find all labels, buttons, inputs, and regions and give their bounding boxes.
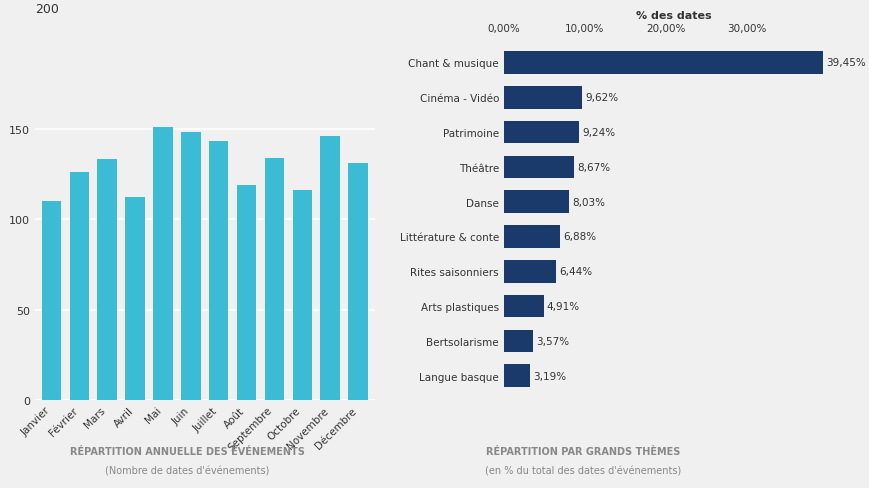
Text: 39,45%: 39,45% [826, 59, 866, 68]
Bar [209, 142, 229, 400]
Bar [125, 198, 145, 400]
Text: 8,03%: 8,03% [572, 197, 605, 207]
Text: (en % du total des dates d'événements): (en % du total des dates d'événements) [484, 466, 680, 475]
Bar [97, 160, 116, 400]
Text: 3,19%: 3,19% [533, 371, 566, 381]
Bar [236, 185, 256, 400]
Bar [503, 156, 574, 179]
Text: 9,62%: 9,62% [584, 93, 618, 103]
Bar [503, 330, 532, 352]
Text: 4,91%: 4,91% [547, 302, 580, 311]
Bar [503, 52, 822, 75]
Bar [320, 137, 340, 400]
Text: 6,88%: 6,88% [562, 232, 595, 242]
Bar [503, 261, 555, 283]
X-axis label: % des dates: % des dates [635, 11, 711, 20]
Bar [503, 225, 559, 248]
Text: 6,44%: 6,44% [559, 267, 592, 277]
Bar [264, 158, 284, 400]
Bar [503, 87, 581, 109]
Bar [153, 127, 173, 400]
Text: 3,57%: 3,57% [535, 336, 568, 346]
Bar [181, 133, 201, 400]
Bar [503, 365, 529, 387]
Text: 8,67%: 8,67% [577, 163, 610, 172]
Bar [503, 295, 543, 318]
Bar [42, 202, 61, 400]
Text: 200: 200 [35, 3, 58, 16]
Text: RÉPARTITION PAR GRANDS THÈMES: RÉPARTITION PAR GRANDS THÈMES [485, 446, 680, 456]
Bar [292, 191, 312, 400]
Text: (Nombre de dates d'événements): (Nombre de dates d'événements) [105, 466, 269, 475]
Text: 9,24%: 9,24% [581, 128, 614, 138]
Bar [348, 163, 368, 400]
Bar [503, 122, 578, 144]
Bar [503, 191, 568, 214]
Bar [70, 173, 89, 400]
Text: RÉPARTITION ANNUELLE DES ÉVÉNEMENTS: RÉPARTITION ANNUELLE DES ÉVÉNEMENTS [70, 446, 304, 456]
